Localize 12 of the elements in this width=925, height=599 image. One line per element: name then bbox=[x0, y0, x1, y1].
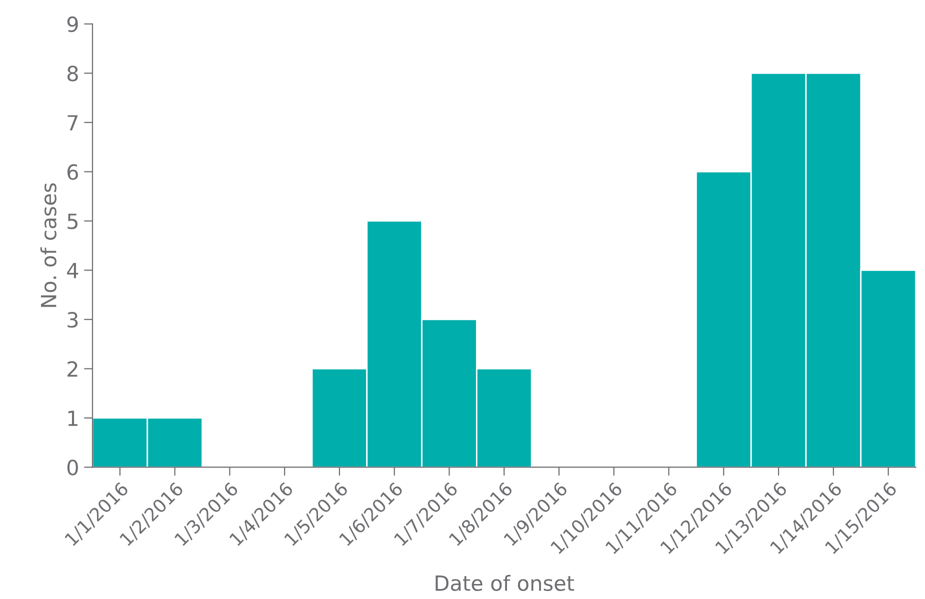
y-tick-label: 1 bbox=[68, 410, 78, 426]
y-tick-label: 3 bbox=[68, 312, 78, 328]
y-axis-title: No. of cases bbox=[40, 183, 56, 307]
y-tick-label: 7 bbox=[68, 115, 78, 130]
y-tick-label: 8 bbox=[67, 66, 78, 82]
x-axis-title: Date of onset bbox=[436, 574, 574, 592]
y-tick-label: 6 bbox=[68, 164, 78, 180]
y-tick-label: 5 bbox=[68, 214, 78, 230]
y-tick-label: 2 bbox=[68, 361, 78, 377]
y-tick-label: 0 bbox=[67, 460, 78, 476]
y-tick-label: 9 bbox=[67, 16, 78, 32]
y-tick-label: 4 bbox=[67, 262, 78, 278]
